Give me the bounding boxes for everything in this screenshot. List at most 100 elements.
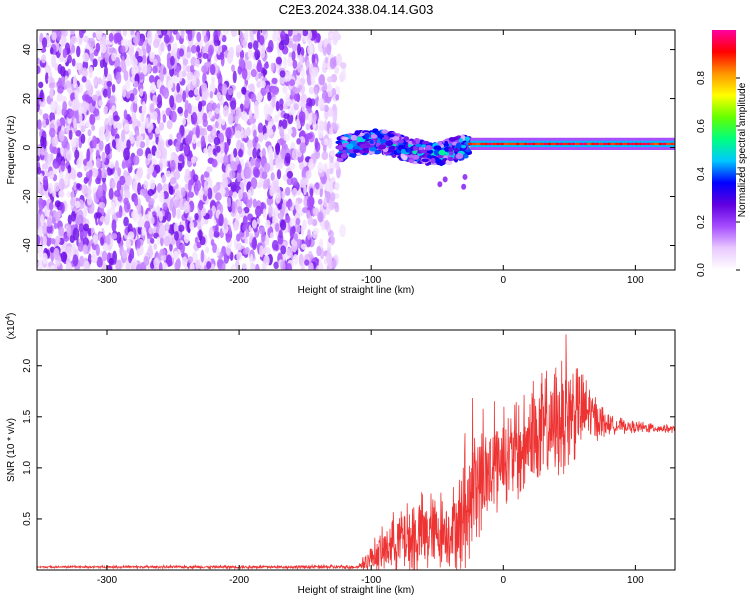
heatmap-cell (327, 253, 333, 266)
heatmap-cell (207, 187, 213, 200)
heatmap-cell (147, 153, 152, 161)
heatmap-cell (82, 52, 90, 63)
heatmap-cell (579, 142, 584, 146)
heatmap-cell (88, 37, 96, 48)
heatmap-cell (190, 44, 197, 54)
heatmap-cell (326, 76, 333, 83)
heatmap-cell (323, 197, 328, 208)
heatmap-cell (102, 88, 108, 98)
heatmap-cell (225, 233, 232, 243)
heatmap-cell (98, 99, 103, 107)
heatmap-cell (250, 93, 257, 103)
colorbar-label: Normalized spectral amplitude (737, 82, 748, 217)
heatmap-cell (306, 132, 313, 140)
heatmap-cell (149, 237, 155, 244)
heatmap-cell (256, 148, 262, 161)
heatmap-cell (472, 142, 477, 146)
heatmap-cell (261, 147, 266, 159)
heatmap-cell (317, 198, 323, 205)
heatmap-cell (74, 149, 80, 160)
heatmap-cell (158, 190, 165, 203)
heatmap-cell (235, 130, 241, 140)
heatmap-cell (48, 81, 55, 90)
heatmap-cell (618, 142, 624, 146)
heatmap-cell (590, 142, 596, 146)
heatmap-cell (305, 170, 312, 179)
heatmap-cell (168, 185, 174, 195)
heatmap-cell (203, 180, 208, 191)
heatmap-cell (307, 43, 314, 56)
heatmap-cell (95, 157, 101, 169)
heatmap-cell (333, 192, 340, 199)
heatmap-cell (62, 48, 68, 59)
heatmap-cell (242, 191, 248, 203)
heatmap-cell (311, 218, 318, 227)
heatmap-cell (55, 30, 62, 41)
heatmap-cell (147, 244, 153, 258)
heatmap-cell (99, 59, 105, 69)
heatmap-cell (100, 236, 105, 246)
heatmap-cell (203, 147, 208, 154)
heatmap-cell (65, 149, 72, 162)
heatmap-cell (317, 97, 325, 109)
heatmap-cell (121, 38, 128, 46)
heatmap-cell (127, 231, 135, 240)
heatmap-cell (212, 185, 219, 194)
heatmap-cell (433, 145, 442, 151)
heatmap-cell (74, 89, 79, 101)
heatmap-cell (523, 142, 528, 146)
heatmap-cell (238, 57, 245, 68)
heatmap-cell (614, 142, 620, 146)
heatmap-cell (60, 160, 66, 172)
heatmap-cell (222, 177, 229, 188)
heatmap-cell (559, 142, 564, 146)
heatmap-cell (336, 157, 344, 162)
heatmap-cell (109, 95, 116, 104)
heatmap-cell (58, 129, 65, 142)
heatmap-cell (176, 82, 181, 93)
heatmap-cell (75, 200, 81, 209)
heatmap-cell (104, 129, 111, 143)
heatmap-cell (283, 56, 287, 69)
heatmap-cell (622, 142, 628, 146)
heatmap-cell (277, 212, 284, 220)
heatmap-cell (57, 85, 64, 94)
heatmap-cell (81, 67, 88, 78)
heatmap-cell (115, 66, 122, 74)
heatmap-cell (299, 142, 307, 154)
heatmap-cell (260, 48, 266, 59)
colorbar-ticks: 0.0 0.2 0.4 0.6 0.8 (696, 71, 740, 277)
snr-scale-label: (x104) (5, 313, 17, 340)
heatmap-cell (333, 124, 339, 132)
snr-xtick-label: -100 (361, 575, 381, 586)
heatmap-cell (332, 103, 337, 113)
heatmap-cell (119, 175, 126, 186)
heatmap-cell (333, 65, 340, 75)
heatmap-cell (42, 113, 49, 121)
heatmap-cell (313, 84, 320, 95)
heatmap-cell (135, 263, 143, 270)
heatmap-cell (174, 261, 180, 270)
heatmap-cell (163, 34, 170, 44)
heatmap-cell (274, 143, 281, 152)
heatmap-cell (184, 99, 189, 113)
heatmap-cell (387, 133, 395, 138)
heatmap-cell (634, 142, 639, 146)
heatmap-cell (610, 142, 616, 146)
heatmap-cell (273, 114, 280, 123)
heatmap-cell (271, 77, 278, 84)
heatmap-cell (136, 148, 144, 157)
heatmap-cell (250, 36, 255, 44)
heatmap-cell (285, 200, 293, 208)
heatmap-cell (319, 238, 324, 250)
heatmap-cell (49, 127, 56, 138)
heatmap-cell (186, 83, 191, 91)
heatmap-cell (263, 162, 271, 173)
heatmap-cell (93, 168, 99, 177)
heatmap-cell (149, 179, 156, 190)
heatmap-cell (64, 80, 72, 88)
heatmap-cell (81, 101, 86, 109)
heatmap-cell (58, 226, 65, 237)
heatmap-cell (300, 262, 305, 270)
heatmap-cell (438, 149, 446, 156)
